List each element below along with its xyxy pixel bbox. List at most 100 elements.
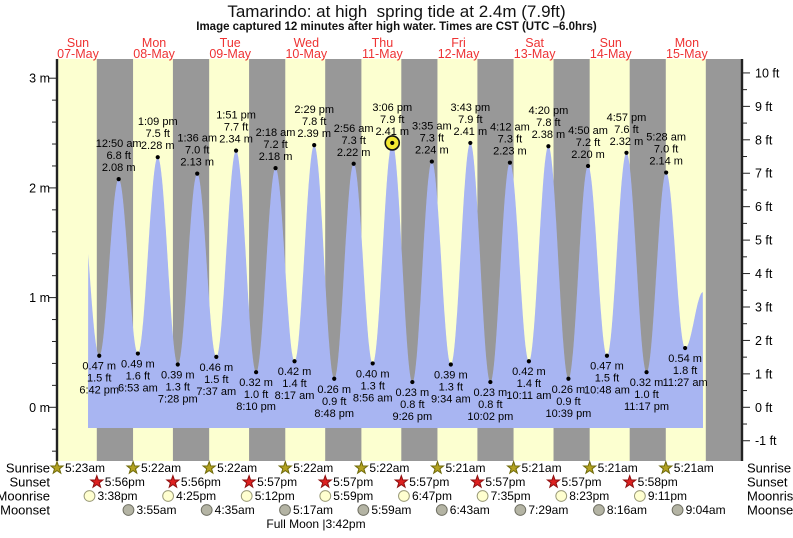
y-axis-right-label: 6 ft bbox=[755, 200, 773, 214]
day-name-label: Sun bbox=[600, 36, 622, 50]
day-name-label: Sat bbox=[525, 36, 544, 50]
moonset-row-label-right: Moonset bbox=[747, 503, 793, 518]
high-tide-time-label: 1:09 pm bbox=[138, 116, 178, 128]
extreme-dot bbox=[351, 161, 356, 166]
low-tide-m-label: 0.23 m bbox=[396, 387, 430, 399]
extreme-dot bbox=[135, 351, 140, 356]
day-date-label: 12-May bbox=[438, 47, 480, 61]
moonset-moon-icon bbox=[435, 504, 448, 516]
low-tide-time-label: 10:11 am bbox=[506, 390, 551, 402]
day-date-label: 09-May bbox=[209, 47, 251, 61]
low-tide-m-label: 0.49 m bbox=[121, 359, 155, 371]
moonset-moon-icon bbox=[514, 504, 527, 516]
low-tide-time-label: 8:56 am bbox=[353, 392, 393, 404]
low-tide-time-label: 7:37 am bbox=[196, 386, 236, 398]
sunset-time: 5:57pm bbox=[562, 475, 602, 489]
low-tide-time-label: 9:26 pm bbox=[392, 411, 432, 423]
moonrise-time: 5:12pm bbox=[255, 489, 295, 503]
low-tide-ft-label: 0.8 ft bbox=[478, 399, 502, 411]
sunrise-row-label-left: Sunrise bbox=[6, 461, 50, 476]
moonrise-moon-icon bbox=[83, 490, 96, 502]
high-tide-ft-label: 7.9 ft bbox=[458, 114, 482, 126]
day-date-label: 15-May bbox=[666, 47, 708, 61]
moonset-moon-icon bbox=[200, 504, 213, 516]
day-date-label: 13-May bbox=[514, 47, 556, 61]
extreme-dot bbox=[566, 376, 571, 381]
moonset-time: 9:04am bbox=[686, 503, 726, 517]
moonrise-time: 8:23pm bbox=[569, 489, 609, 503]
day-labels: Sun07-MayMon08-MayTue09-MayWed10-MayThu1… bbox=[57, 36, 708, 61]
extreme-dot bbox=[292, 359, 297, 364]
y-axis-left-label: 1 m bbox=[29, 291, 50, 305]
extreme-dot bbox=[175, 362, 180, 367]
moonrise-time: 9:11pm bbox=[648, 489, 687, 503]
moonrise-moon-icon bbox=[398, 490, 410, 502]
sunrise-star-icon bbox=[49, 460, 65, 475]
high-tide-m-label: 2.41 m bbox=[454, 126, 488, 138]
high-tide-ft-label: 7.6 ft bbox=[614, 124, 638, 136]
moonset-time: 3:55am bbox=[136, 503, 176, 517]
moonset-moon-icon bbox=[671, 504, 684, 516]
extreme-dot bbox=[233, 148, 239, 153]
low-tide-m-label: 0.40 m bbox=[356, 368, 390, 380]
day-name-label: Fri bbox=[451, 36, 466, 50]
sunrise-star-icon bbox=[277, 460, 293, 475]
high-tide-time-label: 2:29 pm bbox=[294, 104, 334, 116]
sunrise-time: 5:22am bbox=[141, 461, 181, 475]
high-tide-m-label: 2.13 m bbox=[180, 157, 214, 169]
sunset-time: 5:57pm bbox=[257, 475, 297, 489]
y-axis-right-label: 4 ft bbox=[755, 267, 773, 281]
extreme-dot bbox=[488, 379, 493, 385]
day-name-label: Mon bbox=[675, 36, 699, 50]
moonset-moon-icon bbox=[279, 504, 291, 516]
sunrise-star-icon bbox=[506, 460, 522, 475]
extreme-dot bbox=[664, 170, 669, 175]
extreme-dot bbox=[97, 353, 102, 358]
low-tide-time-label: 6:42 pm bbox=[79, 385, 119, 397]
high-tide-ft-label: 7.3 ft bbox=[341, 135, 365, 147]
sunset-star-icon bbox=[393, 474, 409, 489]
low-tide-time-label: 6:53 am bbox=[118, 383, 158, 395]
moonrise-moon-icon bbox=[555, 490, 568, 502]
moonset-time: 8:16am bbox=[607, 503, 647, 517]
low-tide-time-label: 10:02 pm bbox=[467, 411, 513, 423]
moonrise-moon-icon bbox=[162, 490, 175, 502]
high-tide-ft-label: 7.2 ft bbox=[263, 139, 287, 151]
moonrise-time: 4:25pm bbox=[176, 489, 216, 503]
low-tide-time-label: 10:48 am bbox=[584, 385, 630, 397]
y-axis-right-label: 7 ft bbox=[755, 167, 773, 181]
low-tide-m-label: 0.46 m bbox=[199, 362, 233, 374]
high-tide-m-label: 2.28 m bbox=[141, 140, 175, 152]
low-tide-time-label: 8:48 pm bbox=[314, 408, 354, 420]
sunset-time: 5:57pm bbox=[409, 475, 449, 489]
extreme-dot bbox=[332, 376, 337, 381]
low-tide-m-label: 0.42 m bbox=[278, 366, 312, 378]
low-tide-ft-label: 0.9 ft bbox=[322, 396, 346, 408]
sunset-time: 5:56pm bbox=[105, 475, 145, 489]
extreme-dot bbox=[585, 163, 591, 169]
extreme-dot bbox=[546, 144, 551, 149]
high-tide-ft-label: 7.8 ft bbox=[536, 117, 560, 129]
y-axis-left bbox=[49, 59, 59, 461]
high-tide-ft-label: 7.0 ft bbox=[185, 145, 209, 157]
extreme-dot bbox=[214, 354, 219, 359]
moonrise-row-label-right: Moonrise bbox=[747, 489, 793, 504]
low-tide-ft-label: 1.3 ft bbox=[166, 382, 190, 394]
page-title: Tamarindo: at high spring tide at 2.4m (… bbox=[227, 2, 566, 21]
high-tide-time-label: 4:12 am bbox=[490, 122, 530, 134]
low-tide-ft-label: 0.8 ft bbox=[400, 399, 424, 411]
high-tide-m-label: 2.24 m bbox=[415, 145, 449, 157]
sunrise-time: 5:22am bbox=[217, 461, 257, 475]
high-tide-ft-label: 6.8 ft bbox=[106, 150, 130, 162]
sunrise-time: 5:22am bbox=[369, 461, 409, 475]
low-tide-time-label: 11:27 am bbox=[663, 377, 708, 389]
high-tide-time-label: 1:51 pm bbox=[216, 110, 256, 122]
extreme-dot bbox=[390, 140, 395, 146]
moonset-time: 5:59am bbox=[371, 503, 411, 517]
high-tide-time-label: 12:50 am bbox=[96, 138, 142, 150]
moonrise-time: 5:59pm bbox=[333, 489, 373, 503]
day-name-label: Wed bbox=[294, 36, 320, 50]
high-tide-time-label: 3:06 pm bbox=[372, 102, 412, 114]
